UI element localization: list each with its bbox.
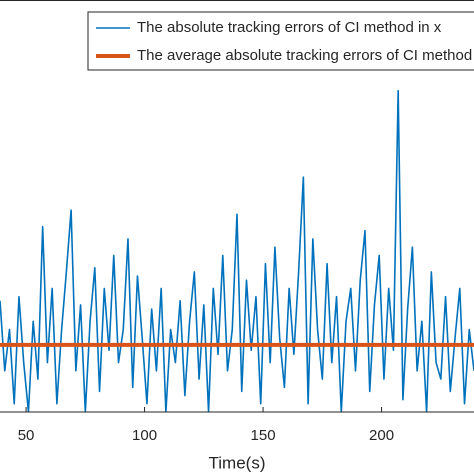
x-axis-label: Time(s) xyxy=(209,453,266,472)
x-tick-label: 150 xyxy=(251,427,276,444)
legend-label: The average absolute tracking errors of … xyxy=(137,47,472,64)
x-tick-label: 50 xyxy=(18,427,35,444)
data-line xyxy=(0,89,474,412)
x-tick-label: 200 xyxy=(369,427,394,444)
legend-label: The absolute tracking errors of CI metho… xyxy=(137,19,442,36)
x-tick-label: 100 xyxy=(132,427,157,444)
plot-area xyxy=(0,89,474,412)
legend-box xyxy=(87,11,474,71)
legend: The absolute tracking errors of CI metho… xyxy=(87,11,474,71)
